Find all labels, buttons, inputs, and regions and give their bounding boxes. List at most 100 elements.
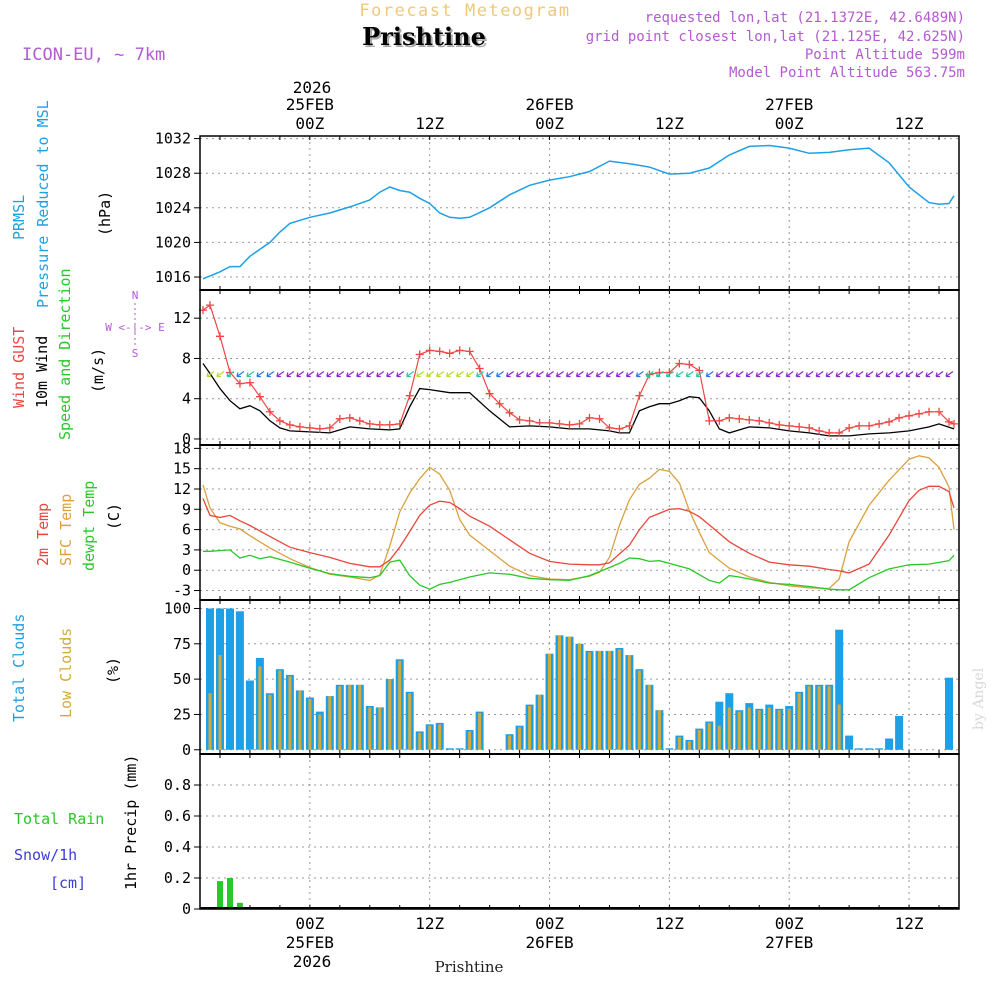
wind-direction-arrow: [945, 371, 954, 378]
gust-marker: [825, 428, 834, 437]
y-tick-label: 0: [182, 741, 191, 759]
wind-direction-arrow: [266, 371, 275, 378]
total-cloud-bar: [855, 748, 864, 750]
gust-marker: [405, 391, 414, 400]
low-cloud-bar: [717, 725, 721, 750]
y-tick-label: 0: [182, 900, 191, 918]
wind-speed-line: [202, 363, 955, 437]
pressure-unit: (hPa): [96, 191, 114, 236]
top-time-tick-label: 12Z: [415, 114, 444, 133]
top-time-tick-label: 00Z: [775, 114, 804, 133]
temp-dewpt-label: dewpt Temp: [80, 481, 98, 571]
precip-unit: 1hr Precip (mm): [122, 755, 140, 890]
gust-marker: [835, 428, 844, 437]
bottom-date-label: 25FEB: [286, 933, 334, 952]
credit-watermark: by Angel: [971, 667, 987, 730]
bottom-time-tick-label: 12Z: [895, 914, 924, 933]
bottom-time-tick-label: 00Z: [775, 914, 804, 933]
low-cloud-bar: [697, 730, 701, 750]
total-cloud-bar: [245, 680, 254, 750]
y-tick-label: 12: [173, 480, 191, 498]
wind-direction-arrow: [386, 371, 395, 378]
total-cloud-bar: [835, 629, 844, 750]
wind-direction-arrow: [935, 371, 944, 378]
gust-marker: [555, 419, 564, 428]
wind-direction-arrow: [785, 371, 794, 378]
wind-direction-arrow: [625, 371, 634, 378]
temp-2m-label: 2m Temp: [34, 503, 52, 566]
wind-direction-arrow: [446, 371, 455, 378]
snow-label: Snow/1h: [14, 846, 77, 864]
wind-direction-arrow: [346, 371, 355, 378]
wind-direction-arrow: [336, 371, 345, 378]
gust-marker: [435, 347, 444, 356]
low-cloud-bar: [398, 660, 402, 750]
temp-unit: (C): [105, 503, 123, 530]
wind-direction-arrow: [595, 371, 604, 378]
bottom-time-tick-label: 12Z: [655, 914, 684, 933]
y-tick-label: 1016: [155, 268, 191, 286]
gust-marker: [475, 364, 484, 373]
gust-marker: [895, 413, 904, 422]
low-cloud-bar: [657, 710, 661, 750]
gust-marker: [705, 416, 714, 425]
gust-marker: [765, 418, 774, 427]
y-tick-label: 0: [182, 430, 191, 448]
gust-marker: [355, 416, 364, 425]
wind-unit: (m/s): [89, 348, 107, 393]
low-cloud-bar: [677, 737, 681, 750]
y-tick-label: 1028: [155, 164, 191, 182]
wind-direction-arrow: [815, 371, 824, 378]
wind-direction-arrow: [885, 371, 894, 378]
gust-marker: [925, 407, 934, 416]
low-cloud-bar: [428, 725, 432, 750]
gust-marker: [565, 420, 574, 429]
gust-marker: [365, 419, 374, 428]
gust-marker: [875, 419, 884, 428]
gust-marker: [415, 350, 424, 359]
gust-marker: [345, 413, 354, 422]
wind-direction-arrow: [515, 371, 524, 378]
wind-direction-arrow: [226, 371, 235, 378]
bottom-date-label: 26FEB: [525, 933, 573, 952]
gust-marker: [915, 409, 924, 418]
y-tick-label: 1032: [155, 130, 191, 148]
gust-marker: [545, 418, 554, 427]
low-cloud-bar: [368, 707, 372, 750]
gust-marker: [755, 416, 764, 425]
low-cloud-bar: [378, 707, 382, 750]
gust-marker: [495, 399, 504, 408]
total-cloud-bar: [206, 608, 214, 750]
wind-direction-arrow: [356, 371, 365, 378]
low-cloud-bar: [348, 684, 352, 750]
gust-marker: [675, 359, 684, 368]
gust-marker: [855, 421, 864, 430]
total-cloud-bar: [845, 735, 854, 750]
gust-marker: [785, 421, 794, 430]
wind-direction-arrow: [436, 371, 445, 378]
wind-direction-arrow: [326, 371, 335, 378]
total-cloud-bar: [875, 748, 884, 750]
gust-marker: [575, 419, 584, 428]
gust-marker: [775, 420, 784, 429]
top-date-label: 26FEB: [525, 95, 573, 114]
gust-marker: [715, 416, 724, 425]
total-clouds-label: Total Clouds: [10, 614, 28, 722]
wind-direction-arrow: [306, 371, 315, 378]
gust-marker: [885, 417, 894, 426]
wind-direction-arrow: [705, 371, 714, 378]
gust-marker: [515, 415, 524, 424]
panels: 1016102010241028103204812-30369121518025…: [155, 130, 960, 918]
y-tick-label: 6: [182, 521, 191, 539]
low-cloud-bar: [538, 694, 542, 750]
low-cloud-bar: [418, 732, 422, 750]
wind-direction-arrow: [615, 371, 624, 378]
wind-direction-arrow: [535, 371, 544, 378]
wind-direction-arrow: [775, 371, 784, 378]
gust-marker: [485, 389, 494, 398]
gust-marker: [865, 421, 874, 430]
location-title-shadow: Prishtine: [364, 24, 488, 53]
low-cloud-bar: [438, 724, 442, 750]
gust-marker: [245, 378, 254, 387]
